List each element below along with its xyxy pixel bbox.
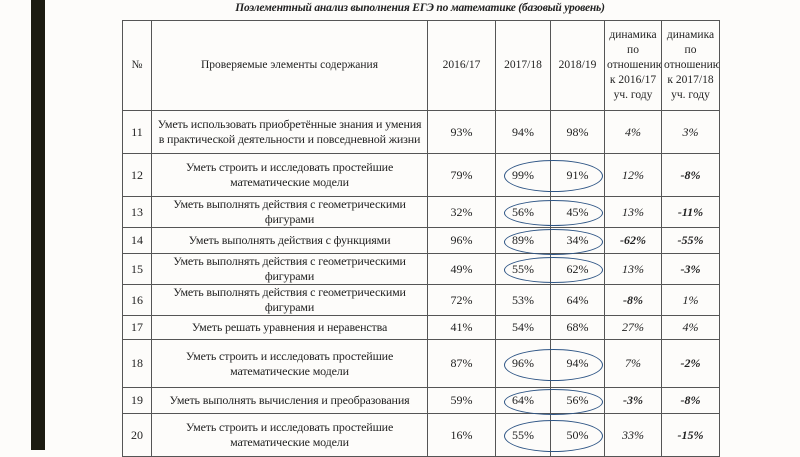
row-element: Уметь выполнять действия с функциями	[151, 227, 428, 254]
dynamics-vs-2017-18: -15%	[661, 413, 720, 457]
dynamics-vs-2016-17: -3%	[604, 387, 662, 414]
value-2017-18: 55%	[495, 413, 551, 457]
row-number: 20	[122, 413, 152, 457]
header-2016-17: 2016/17	[427, 20, 496, 111]
row-number: 16	[122, 284, 152, 316]
dynamics-vs-2017-18: -8%	[661, 153, 720, 197]
value-2017-18: 54%	[495, 315, 551, 340]
row-number: 17	[122, 315, 152, 340]
dynamics-vs-2016-17: 33%	[604, 413, 662, 457]
value-2016-17: 49%	[427, 253, 496, 285]
header-2018-19: 2018/19	[550, 20, 605, 111]
value-2017-18: 99%	[495, 153, 551, 197]
row-number: 15	[122, 253, 152, 285]
value-2016-17: 96%	[427, 227, 496, 254]
dynamics-vs-2017-18: 3%	[661, 110, 720, 154]
row-element: Уметь строить и исследовать простейшие м…	[151, 413, 428, 457]
table-row: 17 Уметь решать уравнения и неравенства 41…	[122, 315, 720, 340]
row-element: Уметь выполнять действия с геометрически…	[151, 196, 428, 228]
value-2018-19: 98%	[550, 110, 605, 154]
value-2017-18: 56%	[495, 196, 551, 228]
table-row: 18 Уметь строить и исследовать простейшие…	[122, 339, 720, 388]
table-row: 13 Уметь выполнять действия с геометричес…	[122, 196, 720, 228]
row-element: Уметь выполнять действия с геометрически…	[151, 284, 428, 316]
value-2017-18: 55%	[495, 253, 551, 285]
dynamics-vs-2017-18: -11%	[661, 196, 720, 228]
row-element: Уметь выполнять вычисления и преобразова…	[151, 387, 428, 414]
table-row: 14 Уметь выполнять действия с функциями 96…	[122, 227, 720, 254]
dynamics-vs-2016-17: 13%	[604, 196, 662, 228]
value-2016-17: 16%	[427, 413, 496, 457]
dynamics-vs-2017-18: -55%	[661, 227, 720, 254]
value-2018-19: 56%	[550, 387, 605, 414]
header-element: Проверяемые элементы содержания	[151, 20, 428, 111]
row-number: 19	[122, 387, 152, 414]
table-row: 15 Уметь выполнять действия с геометричес…	[122, 253, 720, 285]
row-element: Уметь выполнять действия с геометрически…	[151, 253, 428, 285]
dynamics-vs-2017-18: -2%	[661, 339, 720, 388]
value-2017-18: 96%	[495, 339, 551, 388]
row-element: Уметь строить и исследовать простейшие м…	[151, 339, 428, 388]
dynamics-vs-2017-18: 1%	[661, 284, 720, 316]
value-2018-19: 62%	[550, 253, 605, 285]
row-element: Уметь использовать приобретённые знания …	[151, 110, 428, 154]
value-2018-19: 50%	[550, 413, 605, 457]
header-2017-18: 2017/18	[495, 20, 551, 111]
value-2017-18: 89%	[495, 227, 551, 254]
header-num: №	[122, 20, 152, 111]
analysis-table: № Проверяемые элементы содержания 2016/1…	[122, 20, 720, 457]
dynamics-vs-2016-17: 27%	[604, 315, 662, 340]
header-row: № Проверяемые элементы содержания 2016/1…	[122, 20, 720, 111]
document-title: Поэлементный анализ выполнения ЕГЭ по ма…	[235, 2, 605, 14]
dynamics-vs-2016-17: 13%	[604, 253, 662, 285]
table-row: 20 Уметь строить и исследовать простейшие…	[122, 413, 720, 457]
value-2016-17: 79%	[427, 153, 496, 197]
header-dynamics-vs-2017-18: динамика по отношению к 2017/18 уч. году	[661, 20, 720, 111]
value-2018-19: 91%	[550, 153, 605, 197]
dynamics-vs-2016-17: 7%	[604, 339, 662, 388]
header-dynamics-vs-2016-17: динамика по отношению к 2016/17 уч. году	[604, 20, 662, 111]
side-bar	[31, 0, 45, 450]
value-2016-17: 87%	[427, 339, 496, 388]
row-number: 14	[122, 227, 152, 254]
value-2017-18: 53%	[495, 284, 551, 316]
value-2018-19: 45%	[550, 196, 605, 228]
value-2018-19: 64%	[550, 284, 605, 316]
value-2018-19: 68%	[550, 315, 605, 340]
dynamics-vs-2017-18: 4%	[661, 315, 720, 340]
dynamics-vs-2016-17: -62%	[604, 227, 662, 254]
value-2016-17: 93%	[427, 110, 496, 154]
value-2016-17: 41%	[427, 315, 496, 340]
value-2018-19: 94%	[550, 339, 605, 388]
table-row: 11 Уметь использовать приобретённые знани…	[122, 110, 720, 154]
dynamics-vs-2016-17: -8%	[604, 284, 662, 316]
dynamics-vs-2016-17: 4%	[604, 110, 662, 154]
row-number: 18	[122, 339, 152, 388]
dynamics-vs-2017-18: -8%	[661, 387, 720, 414]
table-row: 16 Уметь выполнять действия с геометричес…	[122, 284, 720, 316]
value-2017-18: 94%	[495, 110, 551, 154]
value-2016-17: 32%	[427, 196, 496, 228]
table-row: 12 Уметь строить и исследовать простейшие…	[122, 153, 720, 197]
value-2016-17: 59%	[427, 387, 496, 414]
row-element: Уметь строить и исследовать простейшие м…	[151, 153, 428, 197]
row-number: 13	[122, 196, 152, 228]
value-2016-17: 72%	[427, 284, 496, 316]
value-2018-19: 34%	[550, 227, 605, 254]
row-number: 12	[122, 153, 152, 197]
dynamics-vs-2016-17: 12%	[604, 153, 662, 197]
dynamics-vs-2017-18: -3%	[661, 253, 720, 285]
value-2017-18: 64%	[495, 387, 551, 414]
row-number: 11	[122, 110, 152, 154]
row-element: Уметь решать уравнения и неравенства	[151, 315, 428, 340]
table-row: 19 Уметь выполнять вычисления и преобразо…	[122, 387, 720, 414]
